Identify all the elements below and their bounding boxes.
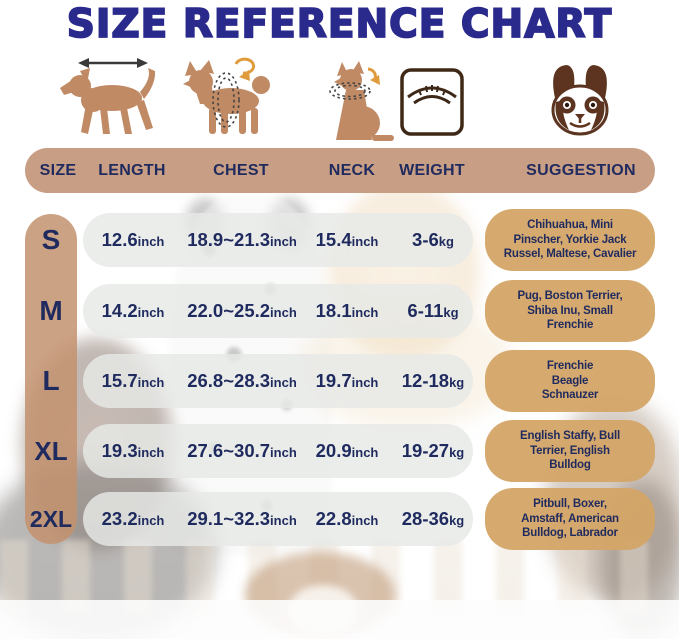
neck-cell: 20.9inch xyxy=(315,440,379,461)
size-label: S xyxy=(41,224,61,255)
chest-cell: 29.1~32.3inch xyxy=(187,508,297,529)
measurements-pill: 19.3inch 27.6~30.7inch 20.9inch 19-27kg xyxy=(83,424,473,478)
weight-cell: 19-27kg xyxy=(401,440,465,461)
chest-cell: 18.9~21.3inch xyxy=(187,229,297,250)
length-cell: 14.2inch xyxy=(101,300,165,321)
neck-cell: 15.4inch xyxy=(315,229,379,250)
length-cell: 19.3inch xyxy=(101,440,165,461)
table-row: S 12.6inch 18.9~21.3inch 15.4inch 3-6kg … xyxy=(0,209,679,271)
size-label: M xyxy=(39,295,63,326)
measurements-pill: 12.6inch 18.9~21.3inch 15.4inch 3-6kg xyxy=(83,213,473,267)
weight-scale-icon xyxy=(398,64,466,140)
chest-cell: 22.0~25.2inch xyxy=(187,300,297,321)
table-row: L 15.7inch 26.8~28.3inch 19.7inch 12-18k… xyxy=(0,350,679,412)
size-column-background xyxy=(25,214,77,544)
suggestion-pill: Pug, Boston Terrier, Shiba Inu, Small Fr… xyxy=(485,280,655,342)
neck-cell: 18.1inch xyxy=(315,300,379,321)
neck-cell: 19.7inch xyxy=(315,370,379,391)
size-label: 2XL xyxy=(29,506,73,532)
table-row: XL 19.3inch 27.6~30.7inch 20.9inch 19-27… xyxy=(0,420,679,482)
size-label: L xyxy=(42,365,60,396)
header-chest: CHEST xyxy=(213,161,269,179)
weight-cell: 3-6kg xyxy=(412,229,454,250)
header-suggestion: SUGGESTION xyxy=(526,161,636,179)
weight-cell: 12-18kg xyxy=(401,370,465,391)
header-length: LENGTH xyxy=(98,161,166,179)
bulldog-face-icon xyxy=(542,60,618,140)
table-row: 2XL 23.2inch 29.1~32.3inch 22.8inch 28-3… xyxy=(0,488,679,550)
chest-cell: 27.6~30.7inch xyxy=(187,440,297,461)
weight-cell: 6-11kg xyxy=(407,300,459,321)
neck-cell: 22.8inch xyxy=(315,508,379,529)
header-weight: WEIGHT xyxy=(399,161,465,179)
suggestion-pill: English Staffy, Bull Terrier, English Bu… xyxy=(485,420,655,482)
chest-dog-icon xyxy=(176,56,291,144)
length-dog-icon xyxy=(58,56,173,144)
suggestion-pill: Chihuahua, Mini Pinscher, Yorkie Jack Ru… xyxy=(485,209,655,271)
neck-dog-icon xyxy=(308,60,398,145)
length-cell: 12.6inch xyxy=(101,229,165,250)
weight-cell: 28-36kg xyxy=(401,508,465,529)
length-cell: 15.7inch xyxy=(101,370,165,391)
length-cell: 23.2inch xyxy=(101,508,165,529)
header-neck: NECK xyxy=(328,161,376,179)
chest-cell: 26.8~28.3inch xyxy=(187,370,297,391)
suggestion-pill: Frenchie Beagle Schnauzer xyxy=(485,350,655,412)
table-header: SIZE LENGTH CHEST NECK WEIGHT SUGGESTION xyxy=(25,148,655,193)
table-row: M 14.2inch 22.0~25.2inch 18.1inch 6-11kg… xyxy=(0,280,679,342)
measurements-pill: 15.7inch 26.8~28.3inch 19.7inch 12-18kg xyxy=(83,354,473,408)
page-title: SIZE REFERENCE CHART xyxy=(66,1,613,48)
measurements-pill: 23.2inch 29.1~32.3inch 22.8inch 28-36kg xyxy=(83,492,473,546)
suggestion-pill: Pitbull, Boxer, Amstaff, American Bulldo… xyxy=(485,488,655,550)
size-label: XL xyxy=(34,436,68,466)
header-size: SIZE xyxy=(39,161,77,179)
measurements-pill: 14.2inch 22.0~25.2inch 18.1inch 6-11kg xyxy=(83,284,473,338)
